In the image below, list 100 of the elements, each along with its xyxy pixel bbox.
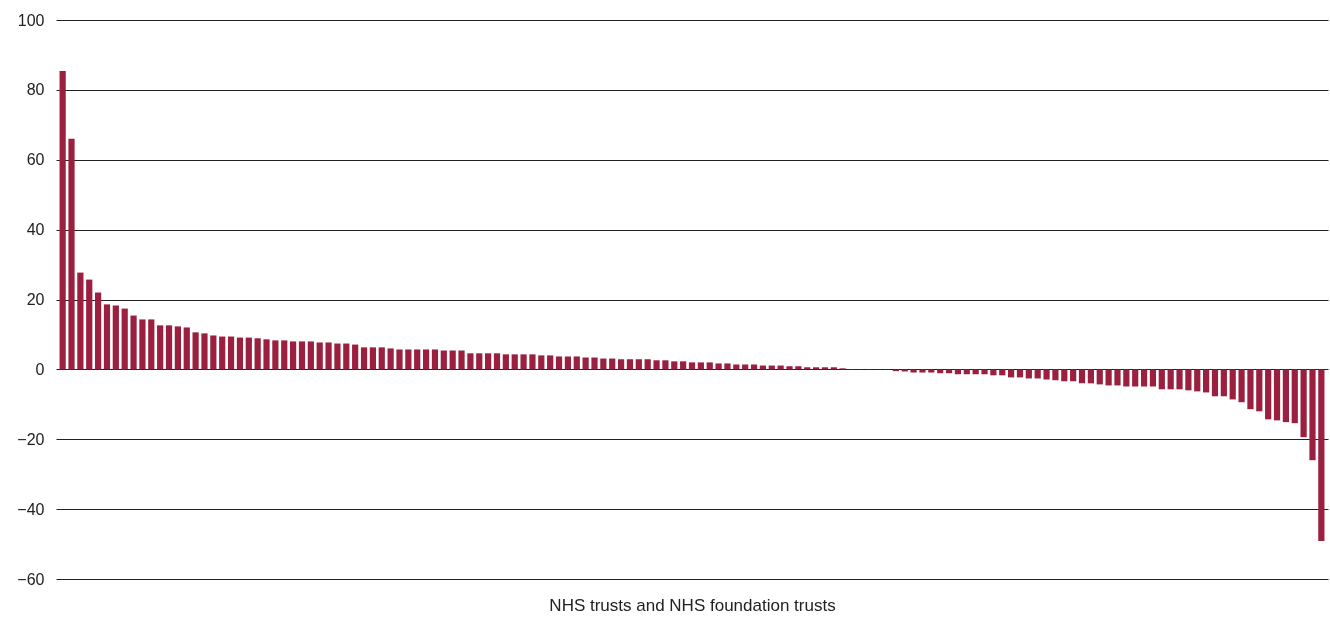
bar — [1123, 369, 1130, 387]
bar — [476, 353, 483, 370]
bar — [901, 369, 908, 372]
bar — [263, 339, 270, 370]
bar — [449, 350, 456, 370]
bar — [981, 369, 988, 375]
bar — [520, 354, 527, 370]
bar — [68, 138, 75, 370]
bar — [1140, 369, 1148, 387]
bar — [715, 363, 722, 370]
bar — [999, 369, 1006, 376]
bar — [59, 71, 66, 370]
y-tick-label: 60 — [26, 151, 45, 169]
bar — [307, 341, 314, 370]
bar — [937, 369, 944, 374]
bar — [945, 369, 953, 374]
bar — [1025, 369, 1032, 379]
bar — [245, 337, 252, 370]
bar — [210, 335, 217, 370]
bar — [165, 325, 173, 370]
bar — [1043, 369, 1050, 380]
y-tick-label: 100 — [17, 11, 45, 29]
bar — [742, 364, 749, 370]
bar — [1211, 369, 1219, 397]
bar — [121, 308, 128, 370]
bar — [662, 360, 669, 370]
bar — [272, 340, 279, 370]
bar — [1167, 369, 1174, 390]
y-tick-label: −60 — [17, 570, 45, 588]
bar — [733, 364, 740, 370]
bar — [555, 356, 563, 370]
bar — [786, 366, 793, 370]
bar — [830, 367, 837, 370]
bar — [529, 354, 536, 370]
bar — [112, 305, 119, 370]
bar — [511, 354, 518, 370]
bar — [706, 362, 713, 370]
bar — [414, 349, 421, 370]
y-tick-label: 20 — [26, 291, 45, 308]
bar — [653, 360, 660, 370]
bar — [795, 366, 802, 370]
bar — [821, 367, 829, 370]
bar — [972, 369, 979, 375]
bar — [1070, 369, 1077, 382]
bar — [316, 342, 323, 370]
bar — [804, 367, 811, 370]
bar — [493, 353, 501, 370]
bar — [564, 356, 571, 370]
bar — [582, 357, 589, 370]
bar — [1096, 369, 1103, 385]
bar — [369, 347, 376, 370]
bar — [591, 357, 598, 370]
bar — [192, 332, 199, 370]
bar — [919, 369, 926, 373]
bar — [954, 369, 962, 375]
bar — [440, 350, 447, 370]
bar — [538, 355, 545, 370]
bar — [990, 369, 997, 376]
bar — [343, 343, 350, 370]
bar — [405, 349, 412, 370]
bar — [1132, 369, 1139, 387]
bar — [157, 325, 164, 370]
bar — [1256, 369, 1263, 412]
bar — [130, 315, 137, 370]
bar — [1247, 369, 1254, 410]
bar — [485, 353, 492, 370]
bar — [1238, 369, 1245, 403]
bar — [1300, 369, 1307, 438]
bar — [281, 340, 288, 370]
bar — [431, 349, 439, 370]
bar — [1078, 369, 1086, 384]
bar — [290, 341, 297, 370]
bar — [1061, 369, 1068, 382]
y-tick-label: 40 — [26, 221, 45, 239]
bar — [1194, 369, 1201, 392]
bar — [467, 353, 474, 370]
bar — [387, 348, 394, 370]
bar — [502, 354, 509, 370]
bar — [298, 341, 306, 370]
bar — [458, 350, 465, 370]
bar — [139, 319, 146, 370]
bar — [609, 358, 616, 370]
bar — [1309, 369, 1316, 461]
bar — [1087, 369, 1094, 384]
bar — [724, 363, 731, 370]
bar — [1016, 369, 1024, 378]
bar — [86, 279, 93, 370]
bar — [236, 337, 244, 370]
bar — [626, 359, 634, 370]
bar — [644, 359, 651, 370]
bar — [1105, 369, 1112, 386]
bar — [1220, 369, 1227, 397]
bar — [1273, 369, 1281, 421]
bar — [813, 367, 820, 370]
bar — [1034, 369, 1041, 379]
bar — [148, 319, 155, 370]
bar — [95, 292, 102, 370]
bar — [227, 336, 235, 370]
bar — [1114, 369, 1121, 386]
y-tick-label: 0 — [35, 360, 45, 378]
